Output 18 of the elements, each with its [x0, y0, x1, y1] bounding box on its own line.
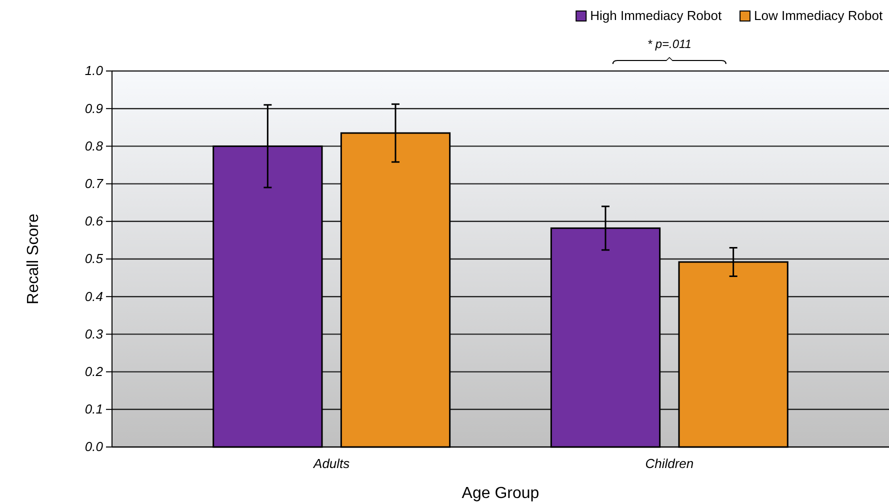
y-axis-title: Recall Score [25, 214, 42, 304]
x-axis-title: Age Group [462, 485, 540, 502]
y-tick-label: 0.3 [84, 326, 104, 342]
y-tick-label: 0.1 [84, 402, 103, 417]
y-tick-label: 0.4 [84, 288, 103, 304]
y-tick-label: 0.5 [84, 251, 104, 266]
legend-label: Low Immediacy Robot [754, 8, 883, 23]
x-tick-label: Adults [312, 456, 350, 472]
y-tick-label: 0.6 [84, 214, 104, 229]
y-tick-label: 0.7 [84, 176, 104, 191]
text: * p=.011 [647, 37, 692, 51]
y-tick-label: 0.0 [84, 439, 104, 454]
y-tick-label: 0.2 [84, 364, 104, 379]
y-tick-label: 0.8 [84, 138, 104, 154]
y-tick-label: 0.9 [84, 100, 103, 116]
legend-label: High Immediacy Robot [590, 8, 722, 23]
y-tick-label: 1.0 [84, 63, 104, 78]
x-tick-label: Children [645, 456, 694, 472]
